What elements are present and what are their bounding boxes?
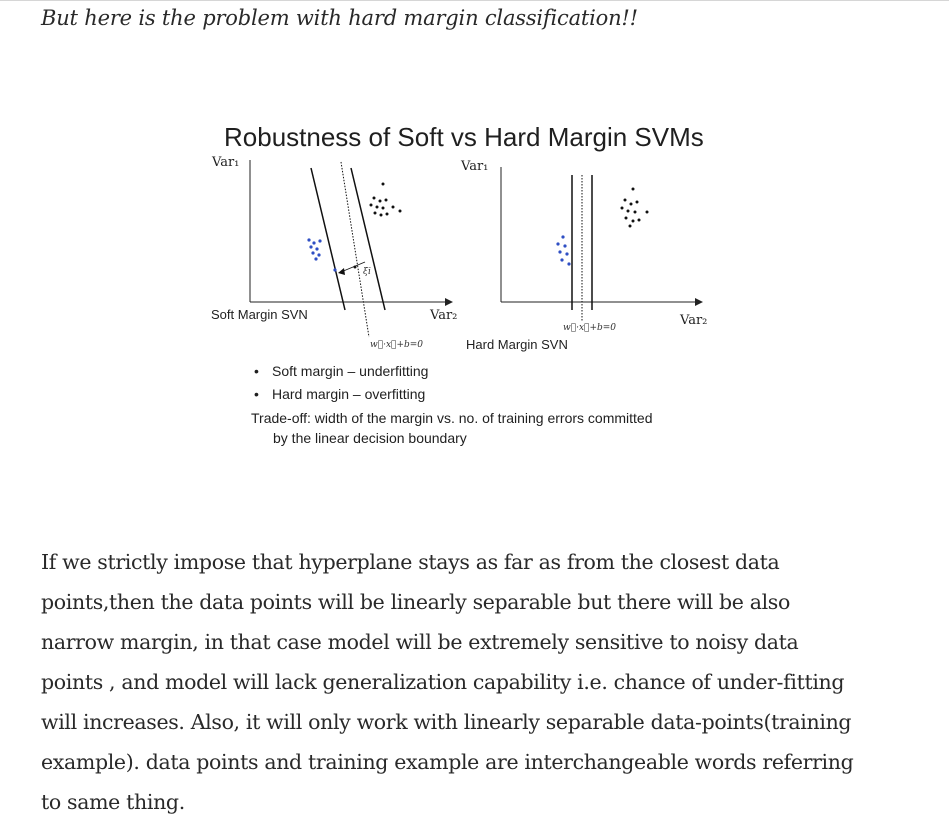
data-point (392, 206, 395, 209)
paragraph-line: points , and model will lack generalizat… (41, 662, 911, 702)
hard-class-b-points (621, 188, 649, 228)
tradeoff-line: Trade-off: width of the margin vs. no. o… (251, 410, 653, 426)
explanation-paragraph: If we strictly impose that hyperplane st… (41, 542, 911, 822)
data-point (317, 253, 320, 256)
right-x-arrow (695, 298, 703, 306)
data-point (311, 251, 314, 254)
data-point (621, 207, 624, 210)
data-point (624, 199, 627, 202)
data-point (314, 257, 317, 260)
data-point (634, 211, 637, 214)
right-y-label: Var₁ (460, 159, 488, 174)
left-x-label: Var₂ (429, 308, 457, 323)
data-point (563, 244, 566, 247)
right-hyperplane-equation: w⃗·x⃗+b=0 (563, 323, 616, 333)
left-x-arrow (445, 298, 453, 306)
data-point (558, 250, 561, 253)
data-point (382, 183, 385, 186)
soft-class-b-points (354, 183, 402, 269)
left-hyperplane-equation: w⃗·x⃗+b=0 (370, 340, 423, 350)
data-point (374, 212, 377, 215)
data-point (632, 220, 635, 223)
hard-margin-caption: Hard Margin SVN (466, 337, 568, 352)
data-point (636, 201, 639, 204)
intro-sentence: But here is the problem with hard margin… (41, 6, 638, 30)
data-point (627, 210, 630, 213)
bullet-item: Hard margin – overfitting (254, 384, 428, 407)
tradeoff-note: Trade-off: width of the margin vs. no. o… (251, 408, 721, 448)
paragraph-line: points,then the data points will be line… (41, 582, 911, 622)
data-point (632, 188, 635, 191)
data-point (561, 235, 564, 238)
paragraph-line: If we strictly impose that hyperplane st… (41, 542, 911, 582)
data-point (376, 206, 379, 209)
data-point (646, 211, 649, 214)
data-point (638, 219, 641, 222)
hard-class-a-points (556, 235, 570, 265)
data-point (556, 242, 559, 245)
data-point (565, 252, 568, 255)
right-x-label: Var₂ (679, 313, 707, 328)
data-point (560, 258, 563, 261)
data-point (373, 197, 376, 200)
paragraph-line: narrow margin, in that case model will b… (41, 622, 911, 662)
soft-margin-boundary-left (311, 168, 345, 310)
slack-arrowhead (338, 268, 345, 275)
data-point (309, 245, 312, 248)
soft-decision-hyperplane (341, 162, 369, 337)
svm-robustness-figure: Robustness of Soft vs Hard Margin SVMs V… (195, 112, 755, 457)
data-point (385, 199, 388, 202)
data-point (386, 213, 389, 216)
paragraph-line: to same thing. (41, 782, 911, 822)
slack-arrow (341, 262, 365, 272)
soft-margin-caption: Soft Margin SVN (211, 307, 308, 322)
data-point (379, 200, 382, 203)
slack-label: ξi (363, 267, 371, 277)
bullet-item: Soft margin – underfitting (254, 361, 428, 384)
hard-margin-plot: Var₁ Var₂ Hard Margin SVN w⃗·x⃗+b=0 (460, 159, 707, 352)
soft-margin-boundary-right (351, 168, 385, 310)
data-point (318, 239, 321, 242)
data-point (370, 204, 373, 207)
data-point (312, 241, 315, 244)
data-point (307, 238, 310, 241)
figure-bullet-list: Soft margin – underfitting Hard margin –… (254, 361, 428, 407)
data-point (333, 268, 336, 271)
data-point (630, 203, 633, 206)
data-point (354, 266, 357, 269)
data-point (399, 210, 402, 213)
data-point (629, 225, 632, 228)
data-point (315, 247, 318, 250)
paragraph-line: will increases. Also, it will only work … (41, 702, 911, 742)
data-point (625, 217, 628, 220)
left-y-label: Var₁ (211, 155, 239, 170)
data-point (380, 214, 383, 217)
paragraph-line: example). data points and training examp… (41, 742, 911, 782)
tradeoff-line: by the linear decision boundary (251, 428, 721, 448)
data-point (567, 262, 570, 265)
data-point (382, 207, 385, 210)
soft-margin-plot: Var₁ Var₂ Soft Margin SVN ξi w⃗·x⃗+b=0 (211, 155, 457, 350)
top-divider (0, 0, 949, 1)
